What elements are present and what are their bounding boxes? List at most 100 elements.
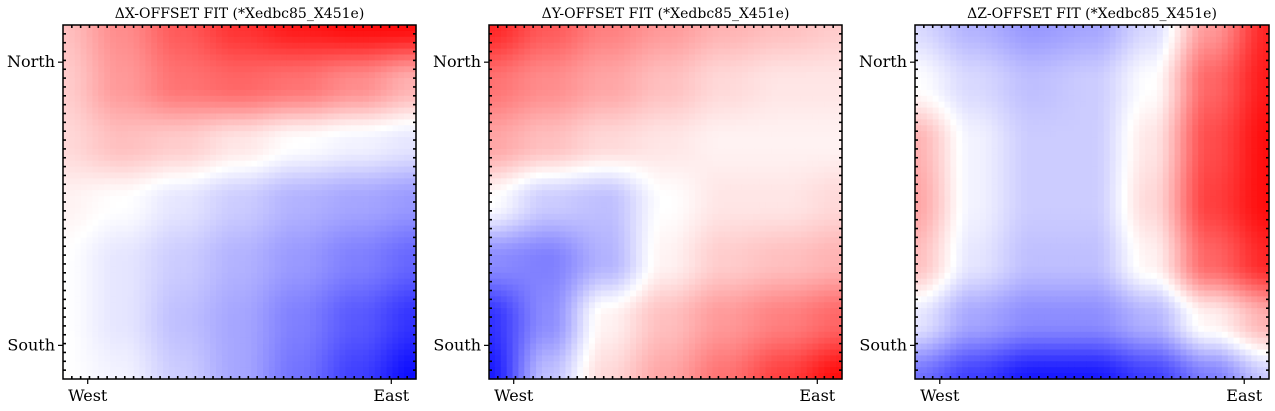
heatmap-cell (263, 367, 270, 374)
heatmap-cell (263, 154, 270, 162)
heatmap-cell (818, 113, 825, 120)
heatmap-cell (127, 190, 135, 197)
heatmap-cell (351, 72, 358, 79)
heatmap-cell (310, 320, 317, 327)
heatmap-cell (836, 107, 843, 115)
heatmap-cell (304, 367, 311, 374)
heatmap-cell (333, 131, 341, 138)
heatmap-cell (594, 95, 602, 103)
heatmap-cell (351, 36, 358, 44)
heatmap-cell (145, 219, 152, 227)
heatmap-cell (339, 89, 346, 97)
heatmap-cell (571, 78, 578, 85)
heatmap-cell (133, 266, 141, 274)
heatmap-cell (86, 154, 94, 162)
heatmap-cell (404, 302, 411, 309)
heatmap-cell (174, 266, 182, 274)
heatmap-cell (239, 89, 246, 97)
heatmap-cell (368, 255, 376, 262)
heatmap-cell (104, 255, 111, 262)
heatmap-cell (677, 101, 684, 109)
heatmap-cell (380, 225, 388, 233)
heatmap-cell (86, 84, 94, 91)
heatmap-cell (145, 196, 152, 203)
heatmap-cell (104, 178, 111, 185)
heatmap-cell (818, 107, 825, 115)
heatmap-cell (800, 95, 808, 103)
heatmap-cell (333, 213, 341, 221)
heatmap-cell (636, 113, 643, 120)
heatmap-cell (280, 172, 288, 179)
heatmap-cell (830, 89, 837, 97)
heatmap-cell (315, 30, 323, 38)
heatmap-cell (830, 113, 837, 120)
heatmap-cell (221, 255, 229, 262)
heatmap-cell (392, 184, 399, 191)
heatmap-cell (304, 284, 311, 292)
heatmap-cell (783, 54, 790, 61)
heatmap-cell (133, 202, 141, 209)
heatmap-cell (765, 66, 772, 73)
heatmap-cell (192, 42, 199, 50)
heatmap-cell (398, 184, 405, 191)
heatmap-cell (410, 178, 417, 185)
heatmap-cell (368, 148, 376, 156)
heatmap-cell (339, 337, 346, 345)
heatmap-cell (800, 119, 808, 126)
heatmap-cell (127, 261, 135, 268)
heatmap-cell (274, 95, 282, 103)
heatmap-cell (127, 207, 135, 215)
heatmap-cell (139, 207, 146, 215)
heatmap-cell (280, 290, 288, 297)
heatmap-cell (192, 325, 199, 333)
heatmap-cell (98, 296, 105, 303)
heatmap-cell (536, 131, 543, 138)
heatmap-cell (398, 143, 405, 150)
heatmap-cell (351, 143, 358, 150)
heatmap-cell (630, 148, 637, 156)
heatmap-cell (215, 261, 223, 268)
heatmap-cell (280, 84, 288, 91)
heatmap-cell (86, 361, 94, 368)
heatmap-cell (210, 331, 217, 339)
heatmap-cell (718, 143, 725, 150)
heatmap-cell (139, 296, 146, 303)
heatmap-cell (186, 107, 194, 115)
heatmap-cell (268, 125, 276, 132)
heatmap-cell (380, 284, 388, 292)
heatmap-cell (115, 308, 123, 315)
heatmap-cell (351, 42, 358, 50)
heatmap-cell (192, 119, 199, 126)
heatmap-cell (80, 148, 88, 156)
heatmap-cell (204, 349, 211, 356)
heatmap-cell (151, 361, 158, 368)
heatmap-cell (386, 272, 394, 280)
heatmap-cell (274, 101, 282, 109)
heatmap-cell (168, 148, 176, 156)
heatmap-cell (204, 172, 211, 179)
heatmap-cell (368, 325, 376, 333)
heatmap-cell (310, 296, 317, 303)
heatmap-cell (351, 125, 358, 132)
heatmap-cell (512, 25, 520, 32)
heatmap-cell (115, 343, 123, 351)
heatmap-cell (536, 154, 543, 162)
heatmap-cell (86, 296, 94, 303)
heatmap-cell (404, 160, 411, 168)
heatmap-cell (251, 290, 258, 297)
heatmap-cell (830, 42, 837, 50)
heatmap-cell (665, 125, 672, 132)
heatmap-cell (127, 36, 135, 44)
heatmap-cell (74, 113, 82, 120)
heatmap-cell (121, 172, 129, 179)
heatmap-cell (298, 337, 305, 345)
heatmap-cell (186, 84, 194, 91)
heatmap-cell (310, 54, 317, 61)
heatmap-cell (74, 154, 82, 162)
heatmap-cell (524, 66, 531, 73)
heatmap-cell (74, 148, 82, 156)
heatmap-cell (268, 266, 276, 274)
heatmap-cell (198, 72, 205, 79)
heatmap-cell (115, 42, 123, 50)
heatmap-cell (198, 143, 205, 150)
